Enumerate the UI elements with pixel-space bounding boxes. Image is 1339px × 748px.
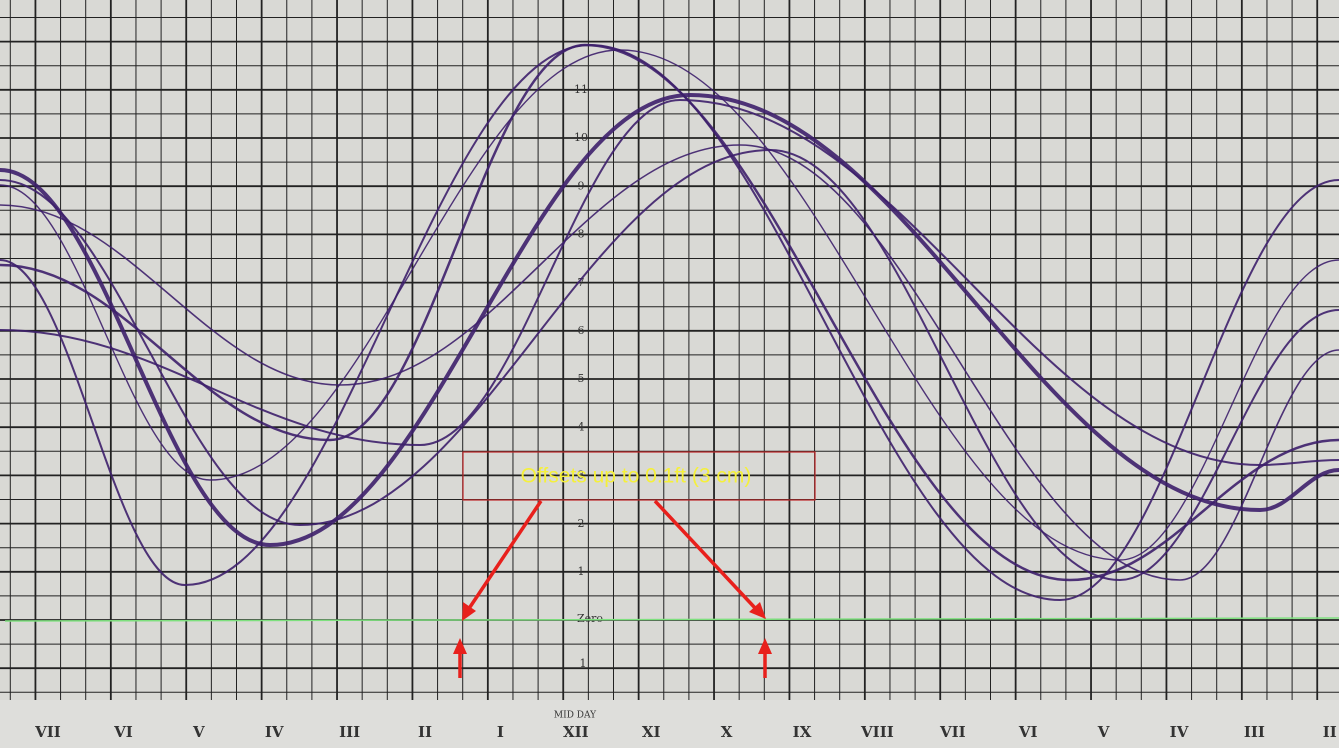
arrowhead	[749, 602, 766, 619]
tide-trace	[0, 148, 1339, 582]
hour-strip	[0, 700, 1339, 748]
tide-curves	[0, 43, 1339, 602]
tide-trace	[0, 92, 1339, 548]
hour-label: VI	[113, 723, 133, 741]
arrow	[653, 499, 758, 611]
zero-label: Zero	[577, 612, 603, 625]
midday-label: MID DAY	[554, 711, 597, 721]
hour-label: VI	[1018, 723, 1038, 741]
hour-label: IV	[265, 723, 284, 741]
hour-label: V	[192, 723, 205, 741]
annotation: Offsets up to 0.1ft (3 cm)	[521, 465, 752, 488]
scale-label: 3	[578, 469, 585, 482]
scale-label: 8	[578, 228, 585, 241]
grid	[0, 0, 1339, 705]
tide-trace	[0, 43, 1339, 582]
hour-label: XI	[642, 723, 661, 741]
hour-label: I	[497, 723, 504, 741]
annotation-box	[462, 451, 816, 501]
scale-label: 2	[578, 517, 585, 530]
scale-label: 7	[578, 276, 585, 289]
scale-labels: 11 10 9 8 7 6 5 4 3 2 1	[574, 83, 588, 578]
arrow	[466, 500, 543, 611]
scale-label: 10	[574, 131, 588, 144]
hour-label: II	[418, 723, 432, 741]
arrowhead	[462, 602, 476, 621]
scale-label: 4	[578, 420, 585, 433]
tide-trace	[0, 98, 1339, 467]
hour-label: VII	[939, 723, 966, 741]
scale-label: 6	[578, 324, 585, 337]
hour-label: IV	[1170, 723, 1189, 741]
annotation-arrows	[453, 499, 772, 678]
tide-trace	[0, 49, 1339, 561]
scale-label: 11	[574, 83, 588, 96]
hour-label: III	[1244, 723, 1265, 741]
hour-label: II	[1323, 723, 1337, 741]
hour-label: VIII	[860, 723, 894, 741]
hour-label: VII	[34, 723, 61, 741]
hour-label: X	[721, 723, 733, 741]
hour-label: IX	[793, 723, 812, 741]
hour-label: III	[339, 723, 360, 741]
hour-label: V	[1097, 723, 1110, 741]
hour-labels: VII VI V IV III II I XII XI X IX VIII VII VI V IV III II	[34, 723, 1337, 741]
tide-trace	[0, 144, 1339, 581]
arrowhead	[758, 638, 772, 654]
arrowhead	[453, 638, 467, 654]
below-zero-label: 1	[580, 657, 587, 670]
zero-line	[4, 617, 1339, 622]
scale-label: 5	[578, 372, 585, 385]
scale-label: 1	[578, 565, 585, 578]
hour-label: XII	[563, 723, 589, 741]
scale-label: 9	[578, 179, 585, 192]
